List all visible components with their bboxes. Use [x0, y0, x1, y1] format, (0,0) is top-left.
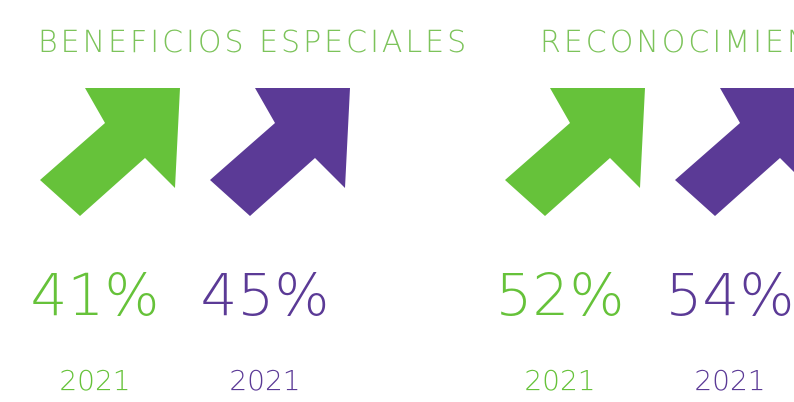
- year: 2021: [694, 364, 765, 397]
- section-title: RECONOCIMIENTO: [540, 25, 794, 60]
- percentage: 45%: [201, 261, 330, 329]
- percentage: 54%: [666, 261, 794, 329]
- section-title: BENEFICIOS ESPECIALES: [38, 25, 469, 60]
- arrow-icon: [210, 88, 350, 216]
- percentage: 52%: [496, 261, 625, 329]
- year: 2021: [524, 364, 595, 397]
- arrow-icon: [505, 88, 645, 216]
- year: 2021: [59, 364, 130, 397]
- year: 2021: [229, 364, 300, 397]
- arrow-icon: [40, 88, 180, 216]
- percentage: 41%: [31, 261, 160, 329]
- arrow-icon: [675, 88, 794, 216]
